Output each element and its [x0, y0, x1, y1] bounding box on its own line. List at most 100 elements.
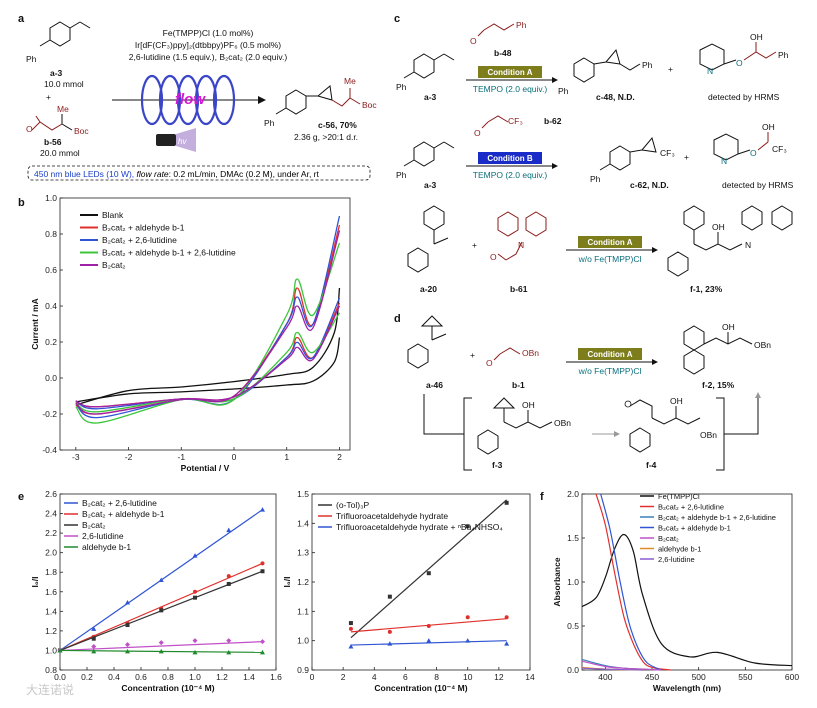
c-row1-c48-structure	[573, 48, 641, 83]
c3-start: a-20	[420, 284, 437, 294]
cv-series-line	[75, 242, 341, 424]
sv2-xlabel: Concentration (10⁻⁴ M)	[374, 683, 467, 693]
c2-start: a-3	[424, 180, 437, 190]
panel-label-c: c	[394, 13, 400, 25]
c3-aldehyde: b-61	[510, 284, 528, 294]
c1-ph2: Ph	[516, 20, 527, 30]
sv1-xtick-label: 0.6	[135, 672, 147, 682]
sv1-point	[125, 642, 130, 648]
c3-condition: Condition A	[587, 238, 632, 247]
sv2-point	[465, 615, 470, 620]
uv-legend-label: aldehyde b-1	[658, 545, 701, 554]
sv2-point	[387, 641, 393, 646]
c2-cf3: CF₃	[508, 116, 523, 126]
sv1-point	[192, 638, 198, 644]
cv-ylabel: Current / mA	[30, 298, 40, 349]
sv2-xtick-label: 6	[403, 672, 408, 682]
d-obn2: OBn	[754, 340, 771, 350]
sv1-point	[226, 527, 232, 533]
c56-ph: Ph	[264, 118, 275, 128]
sv1-point	[260, 639, 265, 645]
uv-xtick-label: 550	[738, 672, 752, 682]
sv1-ytick-label: 0.8	[45, 665, 57, 675]
panel-label-f: f	[540, 491, 544, 503]
sv2-point	[348, 644, 354, 649]
sv2-point	[426, 571, 431, 576]
sv2-legend-label: Trifluoroacetaldehyde hydrate + ⁿBu₄NHSO…	[336, 522, 503, 532]
d-o: O	[486, 358, 493, 368]
uv-xtick-label: 600	[785, 672, 799, 682]
cv-xtick-label: 1	[284, 452, 289, 462]
sv2-legend-label: (o-Tol)₃P	[336, 500, 370, 510]
cv-ytick-label: 0.0	[45, 373, 57, 383]
sv2-ytick-label: 1.2	[297, 577, 309, 587]
sv2-ytick-label: 1.4	[297, 518, 309, 528]
condition-line-3: 2,6-lutidine (1.5 equiv.), B₂cat₂ (2.0 e…	[129, 52, 288, 62]
c-row1-tempo-adduct	[699, 42, 777, 71]
cv-ytick-label: 1.0	[45, 193, 57, 203]
cv-ytick-label: 0.4	[45, 301, 57, 311]
sv1-point	[192, 649, 198, 655]
c1-aldehyde: b-48	[494, 48, 512, 58]
sv1-point	[260, 507, 265, 512]
d-condition: Condition A	[587, 350, 632, 359]
cv-legend-label: B₂cat₂ + aldehyde b-1 + 2,6-lutidine	[102, 248, 236, 258]
d-f4-structure	[624, 399, 701, 453]
c3-condition-box	[578, 236, 642, 248]
sv2-ytick-label: 0.9	[297, 665, 309, 675]
sv1-point	[226, 581, 231, 586]
c-row1-a3-structure	[403, 53, 455, 79]
c1-o-tempo: O	[736, 58, 743, 68]
sv2-point	[504, 615, 509, 620]
a3-label: a-3	[50, 68, 63, 78]
c56-me: Me	[344, 76, 356, 86]
chart-cv: -3 -2 -1 0 1 2 1.0 0.8 0.6 0.4 0.2 0.0 -0.2 -0.4 Poten…	[30, 193, 351, 473]
cv-series-return	[75, 337, 341, 403]
sv1-ylabel: I₀/I	[30, 577, 40, 588]
c2-arrowhead	[552, 163, 558, 169]
sv2-ylabel: I₀/I	[282, 577, 292, 588]
sv2-xtick-label: 14	[525, 672, 535, 682]
sv2-point	[387, 629, 392, 634]
c56-boc: Boc	[362, 100, 377, 110]
d-condition-box	[578, 348, 642, 360]
cv-ytick-label: 0.6	[45, 265, 57, 275]
sv1-point	[158, 648, 164, 654]
uv-legend-label: B₂cat₂ + aldehyde b-1	[658, 524, 731, 533]
a3-ph-label: Ph	[26, 54, 37, 64]
cv-series-return	[75, 305, 341, 408]
sv1-point	[260, 649, 265, 655]
sv1-point	[125, 600, 130, 605]
sv2-ytick-label: 1.5	[297, 489, 309, 499]
c2-product: c-62, N.D.	[630, 180, 669, 190]
chart-stern-volmer-1: 0.0 0.2 0.4 0.6 0.8 1.0 1.2 1.4 1.6 0.8 1.0 1.2 1.4 1…	[30, 489, 282, 693]
c1-ph4: Ph	[778, 50, 789, 60]
sv1-legend-label: 2,6-lutidine	[82, 531, 124, 541]
sv2-xtick-label: 2	[341, 672, 346, 682]
sv1-point	[193, 589, 197, 594]
uv-xlabel: Wavelength (nm)	[653, 683, 721, 693]
sv2-point	[465, 638, 471, 643]
sv2-point	[348, 621, 353, 626]
sv1-point	[159, 608, 164, 613]
uv-ytick-label: 0.0	[567, 665, 579, 675]
sv1-ytick-label: 1.0	[45, 645, 57, 655]
sv1-legend-label: B₂cat₂	[82, 520, 106, 530]
c3-n: N	[518, 240, 524, 250]
panel-label-d: d	[394, 313, 401, 325]
c1-ph3: Ph	[642, 60, 653, 70]
sv1-ytick-label: 2.4	[45, 509, 57, 519]
d-oh: OH	[722, 322, 735, 332]
sv1-point	[125, 623, 130, 628]
sv1-xtick-label: 0.4	[108, 672, 120, 682]
sv2-ytick-label: 1.0	[297, 636, 309, 646]
footnote-text: 450 nm blue LEDs (10 W), flow rate: 0.2 …	[34, 169, 320, 179]
c2-n: N	[721, 156, 727, 166]
d-int1: f-3	[492, 460, 503, 470]
sv1-point	[158, 640, 164, 646]
c2-o-tempo: O	[750, 148, 757, 158]
sv2-xtick-label: 12	[494, 672, 504, 682]
d-product: f-2, 15%	[702, 380, 735, 390]
c2-aldehyde: b-62	[544, 116, 562, 126]
